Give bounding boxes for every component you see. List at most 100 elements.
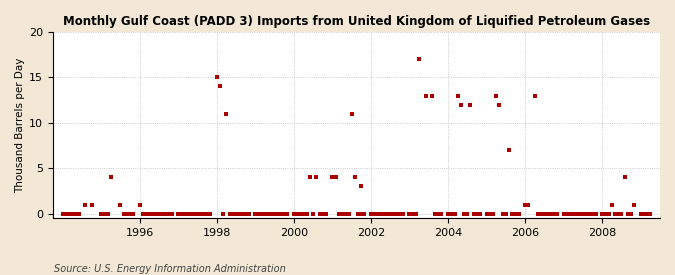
Point [279, 211, 290, 216]
Point [529, 94, 540, 98]
Point [266, 211, 277, 216]
Point [80, 202, 90, 207]
Point [263, 211, 273, 216]
Point [580, 211, 591, 216]
Point [60, 211, 71, 216]
Point [356, 211, 367, 216]
Point [421, 94, 431, 98]
Point [86, 202, 97, 207]
Point [337, 211, 348, 216]
Point [189, 211, 200, 216]
Point [545, 211, 556, 216]
Point [244, 211, 254, 216]
Point [366, 211, 377, 216]
Point [475, 211, 485, 216]
Point [282, 211, 293, 216]
Point [330, 175, 341, 180]
Point [182, 211, 193, 216]
Point [619, 175, 630, 180]
Point [340, 211, 350, 216]
Point [622, 211, 633, 216]
Point [70, 211, 81, 216]
Point [468, 211, 479, 216]
Point [327, 175, 338, 180]
Point [410, 211, 421, 216]
Point [414, 57, 425, 61]
Point [536, 211, 547, 216]
Point [568, 211, 578, 216]
Point [465, 103, 476, 107]
Point [462, 211, 472, 216]
Point [211, 75, 222, 79]
Point [375, 211, 386, 216]
Point [276, 211, 287, 216]
Point [346, 112, 357, 116]
Point [321, 211, 331, 216]
Point [459, 211, 470, 216]
Point [494, 103, 505, 107]
Point [456, 103, 466, 107]
Point [221, 112, 232, 116]
Point [74, 211, 84, 216]
Point [240, 211, 251, 216]
Point [626, 211, 637, 216]
Point [99, 211, 109, 216]
Text: Source: U.S. Energy Information Administration: Source: U.S. Energy Information Administ… [54, 264, 286, 274]
Point [333, 211, 344, 216]
Point [385, 211, 396, 216]
Point [298, 211, 309, 216]
Point [549, 211, 560, 216]
Point [272, 211, 283, 216]
Point [613, 211, 624, 216]
Point [452, 94, 463, 98]
Point [542, 211, 553, 216]
Point [186, 211, 196, 216]
Point [571, 211, 582, 216]
Point [224, 211, 235, 216]
Point [67, 211, 78, 216]
Point [433, 211, 443, 216]
Point [115, 202, 126, 207]
Point [218, 211, 229, 216]
Point [343, 211, 354, 216]
Point [616, 211, 627, 216]
Point [122, 211, 132, 216]
Point [57, 211, 68, 216]
Point [407, 211, 418, 216]
Point [427, 94, 437, 98]
Point [253, 211, 264, 216]
Point [350, 175, 360, 180]
Point [562, 211, 572, 216]
Point [507, 211, 518, 216]
Point [392, 211, 402, 216]
Point [603, 211, 614, 216]
Point [301, 211, 312, 216]
Point [195, 211, 206, 216]
Point [578, 211, 589, 216]
Point [551, 211, 562, 216]
Point [192, 211, 203, 216]
Point [565, 211, 576, 216]
Point [310, 175, 321, 180]
Point [180, 211, 190, 216]
Point [64, 211, 75, 216]
Point [103, 211, 113, 216]
Title: Monthly Gulf Coast (PADD 3) Imports from United Kingdom of Liquified Petroleum G: Monthly Gulf Coast (PADD 3) Imports from… [63, 15, 650, 28]
Point [590, 211, 601, 216]
Point [610, 211, 620, 216]
Point [147, 211, 158, 216]
Point [260, 211, 271, 216]
Y-axis label: Thousand Barrels per Day: Thousand Barrels per Day [15, 57, 25, 193]
Point [523, 202, 534, 207]
Point [446, 211, 456, 216]
Point [369, 211, 379, 216]
Point [157, 211, 167, 216]
Point [205, 211, 215, 216]
Point [105, 175, 116, 180]
Point [533, 211, 543, 216]
Point [151, 211, 161, 216]
Point [513, 211, 524, 216]
Point [315, 211, 325, 216]
Point [497, 211, 508, 216]
Point [488, 211, 499, 216]
